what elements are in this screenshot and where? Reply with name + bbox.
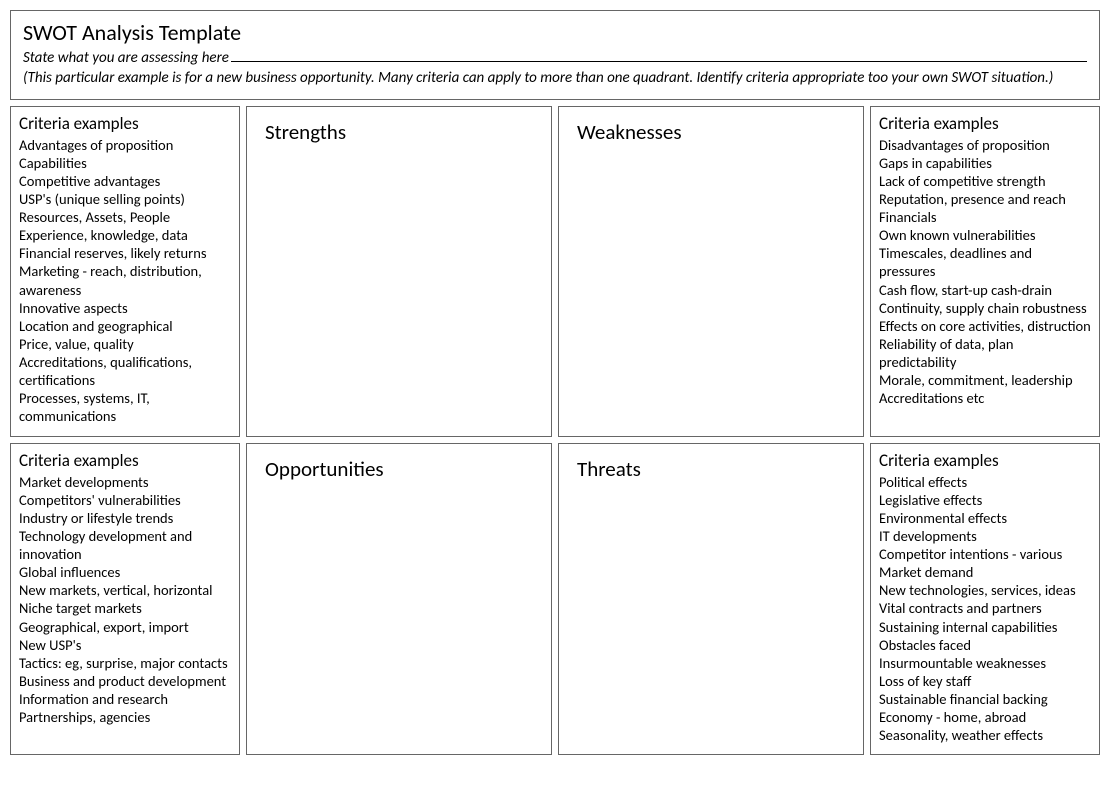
list-item: Partnerships, agencies — [19, 708, 231, 726]
page-title: SWOT Analysis Template — [23, 19, 1087, 46]
subtitle-row: State what you are assessing here — [23, 48, 1087, 67]
list-item: Innovative aspects — [19, 299, 231, 317]
criteria-heading: Criteria examples — [19, 113, 231, 134]
list-item: Capabilities — [19, 154, 231, 172]
list-item: Competitors' vulnerabilities — [19, 491, 231, 509]
list-item: Political effects — [879, 473, 1091, 491]
list-item: New USP's — [19, 636, 231, 654]
threats-heading: Threats — [567, 450, 855, 488]
list-item: Legislative effects — [879, 491, 1091, 509]
list-item: Global influences — [19, 563, 231, 581]
list-item: Location and geographical — [19, 317, 231, 335]
list-item: IT developments — [879, 527, 1091, 545]
list-item: Morale, commitment, leadership — [879, 371, 1091, 389]
weaknesses-cell: Weaknesses — [558, 106, 864, 437]
list-item: Accreditations etc — [879, 389, 1091, 407]
list-item: Disadvantages of proposition — [879, 136, 1091, 154]
list-item: Market demand — [879, 563, 1091, 581]
opportunities-heading: Opportunities — [255, 450, 543, 488]
header-note: (This particular example is for a new bu… — [23, 69, 1087, 89]
strengths-heading: Strengths — [255, 113, 543, 151]
list-item: Seasonality, weather effects — [879, 726, 1091, 744]
subtitle: State what you are assessing here — [23, 49, 229, 67]
list-item: Tactics: eg, surprise, major contacts — [19, 654, 231, 672]
list-item: USP's (unique selling points) — [19, 190, 231, 208]
list-item: Geographical, export, import — [19, 618, 231, 636]
criteria-heading: Criteria examples — [879, 113, 1091, 134]
list-item: Market developments — [19, 473, 231, 491]
list-item: Competitive advantages — [19, 172, 231, 190]
list-item: Financials — [879, 208, 1091, 226]
list-item: Accreditations, qualifications, certific… — [19, 353, 231, 389]
list-item: Lack of competitive strength — [879, 172, 1091, 190]
list-item: New technologies, services, ideas — [879, 581, 1091, 599]
list-item: Continuity, supply chain robustness — [879, 299, 1091, 317]
strengths-cell: Strengths — [246, 106, 552, 437]
weaknesses-heading: Weaknesses — [567, 113, 855, 151]
list-item: Business and product development — [19, 672, 231, 690]
list-item: Insurmountable weaknesses — [879, 654, 1091, 672]
list-item: Environmental effects — [879, 509, 1091, 527]
list-item: Competitor intentions - various — [879, 545, 1091, 563]
list-item: Timescales, deadlines and pressures — [879, 244, 1091, 280]
list-item: Cash flow, start-up cash-drain — [879, 281, 1091, 299]
criteria-heading: Criteria examples — [19, 450, 231, 471]
list-item: Economy - home, abroad — [879, 708, 1091, 726]
list-item: New markets, vertical, horizontal — [19, 581, 231, 599]
criteria-opportunities-list: Market developmentsCompetitors' vulnerab… — [19, 473, 231, 727]
list-item: Effects on core activities, distruction — [879, 317, 1091, 335]
list-item: Processes, systems, IT, communications — [19, 389, 231, 425]
list-item: Technology development and innovation — [19, 527, 231, 563]
list-item: Information and research — [19, 690, 231, 708]
subtitle-underline — [231, 48, 1087, 62]
list-item: Niche target markets — [19, 599, 231, 617]
list-item: Reliability of data, plan predictability — [879, 335, 1091, 371]
criteria-opportunities-cell: Criteria examples Market developmentsCom… — [10, 443, 240, 756]
criteria-threats-list: Political effectsLegislative effectsEnvi… — [879, 473, 1091, 745]
list-item: Resources, Assets, People — [19, 208, 231, 226]
opportunities-cell: Opportunities — [246, 443, 552, 756]
swot-grid: Criteria examples Advantages of proposit… — [10, 106, 1100, 756]
criteria-threats-cell: Criteria examples Political effectsLegis… — [870, 443, 1100, 756]
list-item: Advantages of proposition — [19, 136, 231, 154]
list-item: Marketing - reach, distribution, awarene… — [19, 262, 231, 298]
criteria-heading: Criteria examples — [879, 450, 1091, 471]
header-box: SWOT Analysis Template State what you ar… — [10, 10, 1100, 100]
list-item: Reputation, presence and reach — [879, 190, 1091, 208]
list-item: Obstacles faced — [879, 636, 1091, 654]
list-item: Financial reserves, likely returns — [19, 244, 231, 262]
criteria-weaknesses-cell: Criteria examples Disadvantages of propo… — [870, 106, 1100, 437]
list-item: Price, value, quality — [19, 335, 231, 353]
list-item: Vital contracts and partners — [879, 599, 1091, 617]
list-item: Industry or lifestyle trends — [19, 509, 231, 527]
list-item: Gaps in capabilities — [879, 154, 1091, 172]
list-item: Own known vulnerabilities — [879, 226, 1091, 244]
list-item: Sustainable financial backing — [879, 690, 1091, 708]
list-item: Loss of key staff — [879, 672, 1091, 690]
list-item: Sustaining internal capabilities — [879, 618, 1091, 636]
criteria-strengths-cell: Criteria examples Advantages of proposit… — [10, 106, 240, 437]
criteria-strengths-list: Advantages of propositionCapabilitiesCom… — [19, 136, 231, 426]
criteria-weaknesses-list: Disadvantages of propositionGaps in capa… — [879, 136, 1091, 408]
threats-cell: Threats — [558, 443, 864, 756]
list-item: Experience, knowledge, data — [19, 226, 231, 244]
